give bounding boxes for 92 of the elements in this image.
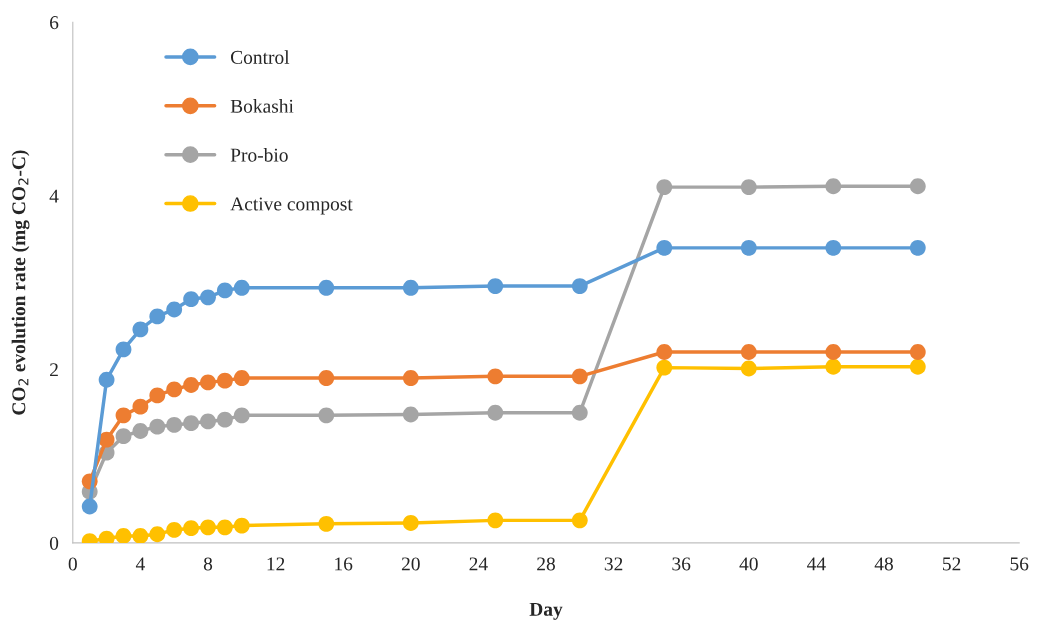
- point: [740, 360, 757, 377]
- point: [402, 515, 419, 531]
- x-tick-label: 40: [739, 557, 758, 571]
- point: [825, 358, 842, 375]
- x-tick-label: 4: [135, 557, 145, 571]
- x-tick-label: 48: [874, 557, 893, 571]
- y-axis-title: CO$_{2}$ evolution rate (mg CO$_{2}$-C): [11, 150, 30, 415]
- point: [98, 371, 115, 388]
- legend-label: Pro-bio: [230, 147, 288, 162]
- y-tick-label: 0: [49, 536, 59, 550]
- x-tick-label: 56: [1010, 557, 1029, 571]
- point: [233, 407, 250, 424]
- point: [166, 381, 183, 398]
- point: [81, 498, 98, 515]
- x-tick-label: 36: [672, 557, 691, 571]
- y-tick-label: 4: [49, 189, 59, 203]
- point: [318, 407, 335, 424]
- point: [149, 526, 166, 543]
- point: [216, 519, 233, 536]
- point: [149, 308, 166, 325]
- point: [571, 278, 588, 294]
- point: [656, 359, 673, 376]
- point: [200, 413, 216, 430]
- point: [909, 344, 926, 360]
- point: [656, 344, 673, 360]
- x-tick-label: 44: [807, 557, 826, 571]
- point: [149, 418, 166, 435]
- point: [115, 428, 132, 445]
- point: [318, 515, 335, 532]
- point: [571, 368, 588, 385]
- point: [740, 344, 757, 360]
- point: [115, 407, 132, 424]
- point: [571, 512, 588, 529]
- point: [825, 344, 842, 360]
- point: [909, 239, 926, 256]
- x-tick-label: 12: [267, 557, 285, 571]
- point: [825, 239, 842, 256]
- legend-label: Control: [230, 50, 290, 64]
- point: [740, 179, 757, 196]
- point: [183, 415, 200, 432]
- point: [402, 406, 419, 423]
- legend-label: Active compost: [230, 197, 353, 215]
- x-tick-label: 24: [469, 557, 488, 571]
- point: [402, 279, 419, 296]
- point: [183, 377, 200, 393]
- x-tick-label: 8: [203, 557, 213, 571]
- point: [487, 368, 504, 385]
- x-tick-label: 32: [604, 557, 623, 571]
- point: [487, 512, 504, 529]
- point: [656, 179, 673, 196]
- point: [132, 321, 149, 338]
- point: [233, 517, 250, 534]
- point: [149, 387, 166, 404]
- point: [115, 341, 132, 358]
- point: [825, 178, 842, 195]
- point: [909, 178, 926, 195]
- point: [166, 301, 183, 318]
- point: [402, 370, 419, 386]
- point: [216, 282, 233, 299]
- point: [166, 416, 183, 433]
- x-tick-label: 20: [401, 557, 420, 571]
- point: [656, 239, 673, 256]
- point: [200, 374, 216, 391]
- point: [98, 431, 115, 448]
- point: [233, 279, 250, 296]
- point: [132, 398, 149, 415]
- point: [132, 528, 149, 543]
- x-axis-title: Day: [529, 602, 563, 620]
- point: [318, 370, 335, 386]
- x-tick-label: 28: [537, 557, 555, 571]
- point: [166, 521, 183, 538]
- point: [233, 370, 250, 386]
- x-tick-label: 0: [68, 557, 77, 571]
- y-tick-label: 6: [50, 16, 59, 30]
- point: [183, 291, 200, 307]
- point: [183, 520, 200, 537]
- point: [216, 372, 233, 389]
- point: [132, 423, 149, 439]
- point: [909, 358, 926, 375]
- y-tick-label: 2: [50, 363, 58, 377]
- point: [740, 239, 757, 256]
- point: [216, 411, 233, 428]
- point: [115, 528, 132, 543]
- point: [571, 404, 588, 421]
- point: [487, 404, 504, 421]
- point: [200, 519, 216, 536]
- point: [200, 289, 216, 306]
- point: [318, 279, 335, 296]
- x-tick-label: 52: [943, 557, 961, 571]
- x-tick-label: 16: [335, 557, 353, 571]
- legend-label: Bokashi: [230, 99, 294, 113]
- point: [487, 278, 504, 294]
